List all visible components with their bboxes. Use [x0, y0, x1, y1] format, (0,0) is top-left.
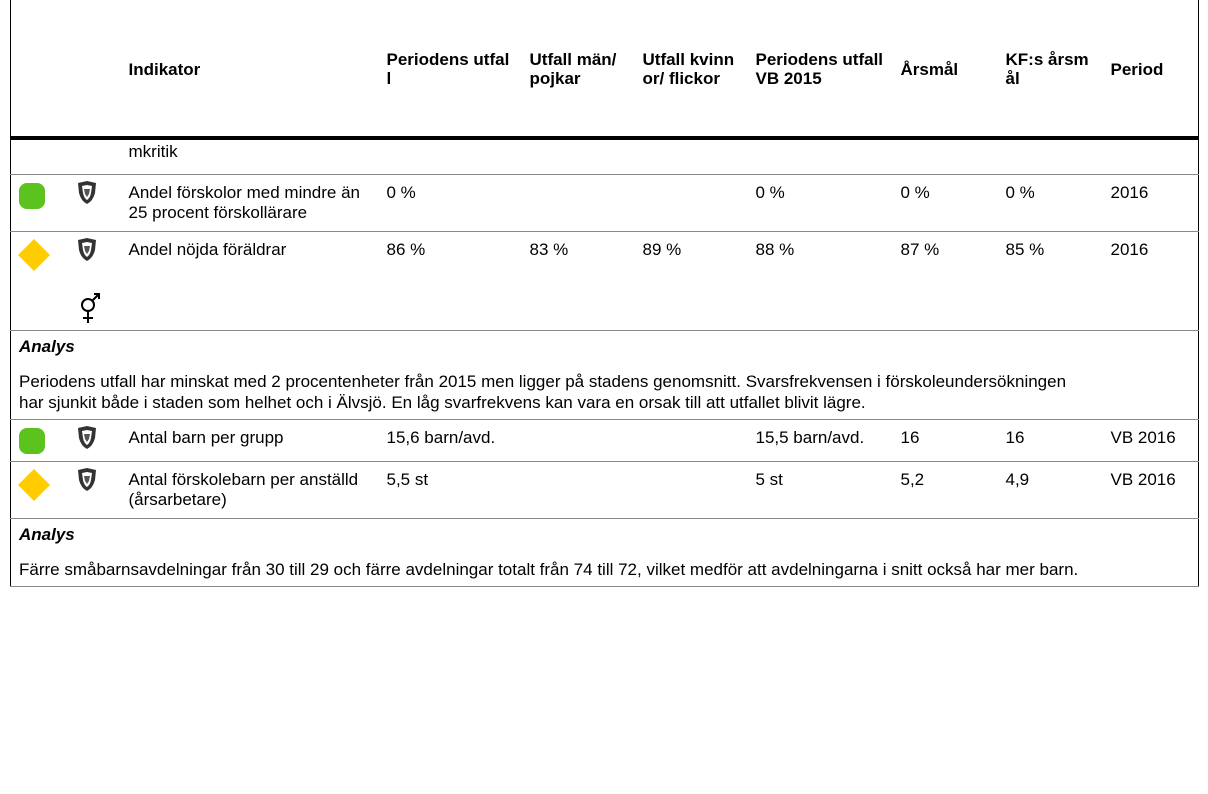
value-cell: 15,6 barn/avd. [378, 419, 522, 462]
empty-cell [634, 419, 748, 462]
shield-cell [70, 231, 121, 331]
column-header: Indikator [120, 0, 379, 140]
value-cell: 5 st [747, 461, 893, 519]
value-cell: 16 [997, 419, 1103, 462]
shield-icon [77, 181, 96, 204]
value-cell: 2016 [1102, 174, 1199, 232]
indicator-name: Andel nöjda föräldrar [120, 231, 379, 331]
empty-cell [378, 138, 1199, 175]
value-cell: 0 % [997, 174, 1103, 232]
header-row: Indikator Periodens utfall Utfall män/ poj… [10, 0, 1199, 140]
continuation-row: mkritik [10, 138, 1199, 175]
value-cell: 0 % [892, 174, 998, 232]
status-green [19, 428, 45, 454]
shield-cell [70, 419, 121, 462]
column-header: Periodens utfall VB 2015 [747, 0, 893, 140]
indicator-table: Indikator Periodens utfall Utfall män/ poj… [10, 0, 1199, 587]
indicator-name: mkritik [120, 138, 379, 175]
indicator-row: Antal barn per grupp 15,6 barn/avd. 15,5 b… [10, 419, 1199, 462]
status-cell [10, 419, 71, 462]
value-cell: 83 % [521, 231, 635, 331]
analysis-cell: Analys Periodens utfall har minskat med 2… [10, 330, 1199, 420]
empty-cell [521, 419, 635, 462]
value-cell: 87 % [892, 231, 998, 331]
empty-cell [634, 174, 748, 232]
column-header: KF:s årsmål [997, 0, 1103, 140]
indicator-row: Andel förskolor med mindre än 25 procent… [10, 174, 1199, 232]
indicator-name: Andel förskolor med mindre än 25 procent… [120, 174, 379, 232]
status-yellow [18, 239, 50, 271]
analysis-title: Analys [19, 525, 75, 544]
status-cell [10, 461, 71, 519]
empty-cell [634, 461, 748, 519]
status-cell [10, 174, 71, 232]
shield-cell [70, 461, 121, 519]
value-cell: 2016 [1102, 231, 1199, 331]
indicator-row: Andel nöjda föräldrar 86 % 83 % 89 % 88 % 87 … [10, 231, 1199, 331]
shield-icon [77, 468, 96, 491]
analysis-text: Färre småbarnsavdelningar från 30 till 2… [19, 560, 1079, 579]
value-cell: VB 2016 [1102, 461, 1199, 519]
value-cell: 0 % [378, 174, 522, 232]
indicator-name: Antal barn per grupp [120, 419, 379, 462]
column-header: Period [1102, 0, 1199, 140]
value-cell: 4,9 [997, 461, 1103, 519]
column-header: Utfall kvinnor/ flickor [634, 0, 748, 140]
analysis-text: Periodens utfall har minskat med 2 proce… [19, 372, 1067, 412]
shield-icon [77, 238, 96, 261]
status-yellow [18, 469, 50, 501]
value-cell: 85 % [997, 231, 1103, 331]
value-cell: VB 2016 [1102, 419, 1199, 462]
column-header: Periodens utfall [378, 0, 522, 140]
value-cell: 89 % [634, 231, 748, 331]
value-cell: 0 % [747, 174, 893, 232]
column-header: Utfall män/ pojkar [521, 0, 635, 140]
empty-cell [521, 174, 635, 232]
value-cell: 5,2 [892, 461, 998, 519]
value-cell: 15,5 barn/avd. [747, 419, 893, 462]
empty-cell [521, 461, 635, 519]
analysis-row: Analys Färre småbarnsavdelningar från 30 … [10, 518, 1199, 587]
value-cell: 16 [892, 419, 998, 462]
empty-cell [70, 138, 121, 175]
shield-cell [70, 174, 121, 232]
value-cell: 5,5 st [378, 461, 522, 519]
status-green [19, 183, 45, 209]
shield-icon [77, 426, 96, 449]
gender-icon [80, 293, 100, 323]
table-body: mkritik Andel förskolor med mindre än 25 … [10, 138, 1199, 587]
indicator-row: Antal förskolebarn per anställd (årsarbe… [10, 461, 1199, 519]
indicator-name: Antal förskolebarn per anställd (årsarbe… [120, 461, 379, 519]
status-cell [10, 231, 71, 331]
analysis-title: Analys [19, 337, 75, 356]
value-cell: 86 % [378, 231, 522, 331]
analysis-cell: Analys Färre småbarnsavdelningar från 30 … [10, 518, 1199, 587]
value-cell: 88 % [747, 231, 893, 331]
column-header: Årsmål [892, 0, 998, 140]
empty-cell [10, 138, 71, 175]
analysis-row: Analys Periodens utfall har minskat med 2… [10, 330, 1199, 420]
